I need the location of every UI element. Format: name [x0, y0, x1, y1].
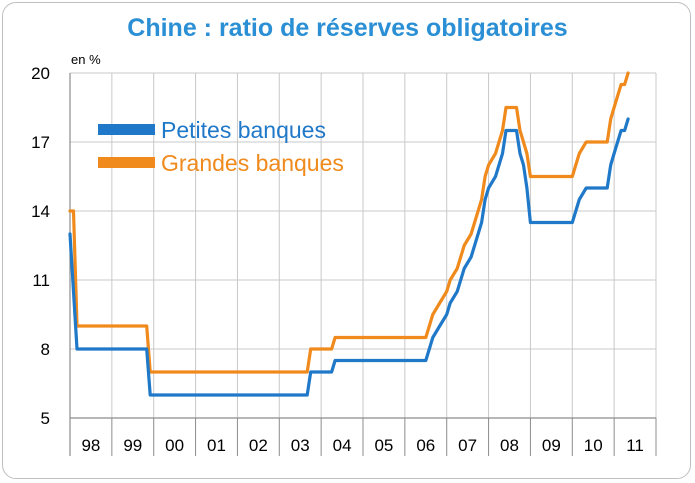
y-tick-label: 11 [32, 271, 50, 290]
y-tick-label: 20 [31, 64, 50, 83]
y-tick-label: 17 [31, 133, 50, 152]
x-tick-label: 08 [500, 436, 519, 455]
x-tick-label: 01 [207, 436, 226, 455]
legend-swatch [98, 157, 155, 168]
x-tick-label: 09 [542, 436, 561, 455]
series-line-grandes-banques [68, 71, 630, 374]
series-lines [68, 71, 630, 397]
x-tick-label: 05 [374, 436, 393, 455]
y-tick-label: 8 [41, 340, 50, 359]
x-tick-label: 03 [291, 436, 310, 455]
x-tick-label: 99 [123, 436, 142, 455]
x-tick-label: 11 [626, 436, 644, 455]
legend-label: Petites banques [161, 117, 326, 143]
gridlines [70, 72, 657, 418]
series-line-petites-banques [68, 117, 630, 397]
chart-frame [2, 2, 691, 479]
x-tick-label: 07 [458, 436, 477, 455]
y-tick-label: 14 [31, 202, 50, 221]
y-tick-labels: 5 8 11 14 17 20 [31, 64, 50, 428]
legend-label: Grandes banques [161, 150, 344, 176]
legend-swatch [98, 124, 155, 135]
chart-title: Chine : ratio de réserves obligatoires [127, 14, 568, 42]
y-tick-label: 5 [41, 409, 50, 428]
unit-label: en % [71, 52, 101, 67]
x-tick-label: 00 [165, 436, 184, 455]
axes [69, 73, 657, 456]
x-tick-label: 98 [81, 436, 100, 455]
x-tick-label: 06 [416, 436, 435, 455]
x-tick-label: 04 [333, 436, 352, 455]
x-tick-label: 10 [584, 436, 603, 455]
x-tick-labels: 98 99 00 01 02 03 04 05 06 07 08 09 10 11 [81, 436, 643, 455]
x-tick-label: 02 [249, 436, 268, 455]
legend: Petites banques Grandes banques [98, 117, 344, 176]
